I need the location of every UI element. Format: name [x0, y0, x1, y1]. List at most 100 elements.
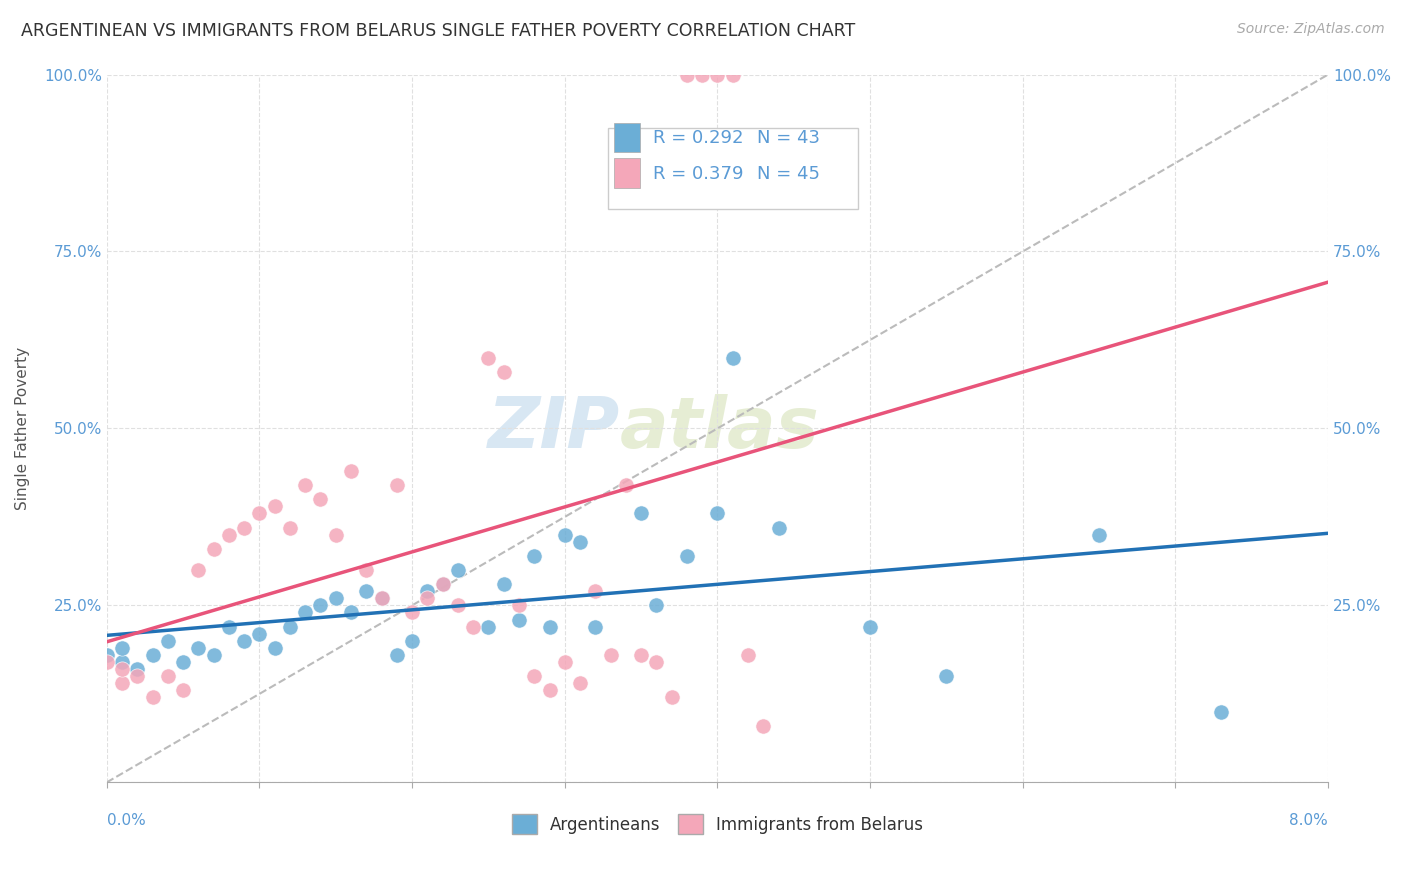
- Point: [859, 619, 882, 633]
- Point: [111, 640, 134, 655]
- Point: [523, 669, 546, 683]
- Point: [676, 68, 699, 82]
- Text: 8.0%: 8.0%: [1289, 813, 1329, 828]
- Point: [737, 648, 759, 662]
- Point: [370, 591, 392, 606]
- Point: [309, 599, 332, 613]
- Point: [554, 655, 576, 669]
- Point: [1088, 527, 1111, 541]
- Point: [401, 606, 423, 620]
- Point: [385, 648, 408, 662]
- Point: [156, 669, 179, 683]
- Text: R = 0.292: R = 0.292: [652, 129, 744, 147]
- Point: [1211, 705, 1233, 719]
- Bar: [607, 128, 858, 209]
- Point: [538, 619, 561, 633]
- Point: [583, 584, 606, 599]
- Point: [263, 500, 285, 514]
- Point: [690, 68, 713, 82]
- Point: [569, 534, 592, 549]
- Legend: Argentineans, Immigrants from Belarus: Argentineans, Immigrants from Belarus: [512, 814, 922, 834]
- Point: [706, 68, 728, 82]
- Text: atlas: atlas: [620, 394, 820, 463]
- Point: [401, 633, 423, 648]
- Point: [630, 507, 652, 521]
- Point: [721, 68, 744, 82]
- Text: Source: ZipAtlas.com: Source: ZipAtlas.com: [1237, 22, 1385, 37]
- Point: [309, 492, 332, 507]
- Point: [416, 584, 439, 599]
- Text: N = 45: N = 45: [756, 165, 820, 183]
- Point: [142, 648, 165, 662]
- Point: [356, 563, 378, 577]
- Point: [187, 640, 209, 655]
- Point: [706, 507, 728, 521]
- Point: [202, 648, 225, 662]
- Point: [172, 655, 194, 669]
- Text: ARGENTINEAN VS IMMIGRANTS FROM BELARUS SINGLE FATHER POVERTY CORRELATION CHART: ARGENTINEAN VS IMMIGRANTS FROM BELARUS S…: [21, 22, 855, 40]
- Point: [340, 606, 363, 620]
- Point: [278, 619, 301, 633]
- Point: [508, 599, 530, 613]
- Point: [111, 676, 134, 690]
- Point: [661, 690, 683, 705]
- Bar: [613, 123, 641, 153]
- Point: [325, 591, 347, 606]
- Point: [645, 655, 668, 669]
- Point: [447, 599, 470, 613]
- Point: [249, 507, 271, 521]
- Point: [263, 640, 285, 655]
- Point: [645, 599, 668, 613]
- Point: [432, 577, 454, 591]
- Point: [278, 520, 301, 534]
- Point: [768, 520, 790, 534]
- Text: N = 43: N = 43: [756, 129, 820, 147]
- Point: [233, 520, 256, 534]
- Point: [630, 648, 652, 662]
- Point: [156, 633, 179, 648]
- Point: [447, 563, 470, 577]
- Point: [187, 563, 209, 577]
- Point: [340, 464, 363, 478]
- Point: [463, 619, 485, 633]
- Point: [676, 549, 699, 563]
- Point: [294, 606, 316, 620]
- Point: [538, 683, 561, 698]
- Point: [935, 669, 957, 683]
- Point: [721, 351, 744, 365]
- Point: [233, 633, 256, 648]
- Point: [523, 549, 546, 563]
- Point: [554, 527, 576, 541]
- Point: [142, 690, 165, 705]
- Point: [172, 683, 194, 698]
- Point: [218, 527, 240, 541]
- Point: [96, 655, 118, 669]
- Point: [569, 676, 592, 690]
- Point: [599, 648, 621, 662]
- Point: [477, 619, 499, 633]
- Point: [356, 584, 378, 599]
- Point: [370, 591, 392, 606]
- Point: [583, 619, 606, 633]
- Point: [492, 365, 515, 379]
- Point: [752, 719, 775, 733]
- Text: R = 0.379: R = 0.379: [652, 165, 744, 183]
- Point: [432, 577, 454, 591]
- Point: [416, 591, 439, 606]
- Bar: [613, 158, 641, 188]
- Point: [508, 613, 530, 627]
- Point: [111, 655, 134, 669]
- Point: [294, 478, 316, 492]
- Point: [127, 669, 149, 683]
- Point: [325, 527, 347, 541]
- Point: [127, 662, 149, 676]
- Point: [111, 662, 134, 676]
- Text: 0.0%: 0.0%: [107, 813, 145, 828]
- Point: [614, 478, 637, 492]
- Y-axis label: Single Father Poverty: Single Father Poverty: [15, 347, 30, 510]
- Point: [96, 648, 118, 662]
- Point: [218, 619, 240, 633]
- Point: [492, 577, 515, 591]
- Point: [202, 541, 225, 556]
- Text: ZIP: ZIP: [488, 394, 620, 463]
